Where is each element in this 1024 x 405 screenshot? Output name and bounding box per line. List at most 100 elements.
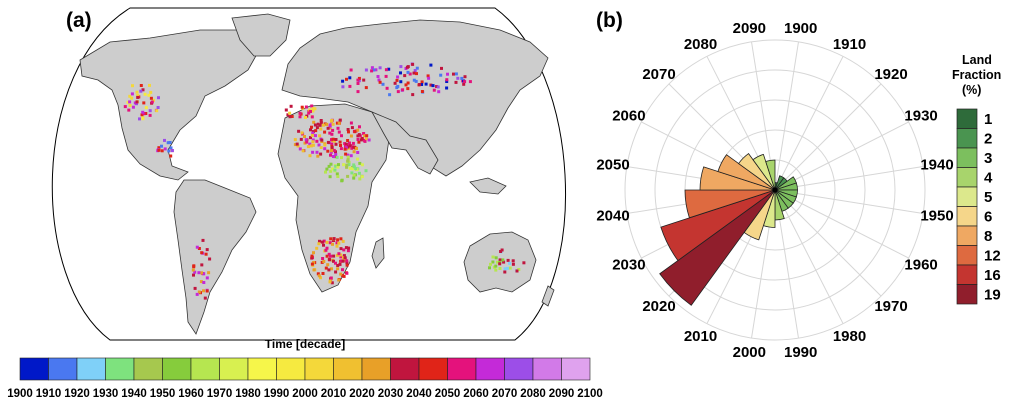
emergence-marker (157, 148, 161, 152)
emergence-marker (347, 130, 350, 134)
emergence-marker (437, 90, 441, 94)
emergence-marker (337, 252, 341, 256)
emergence-marker (349, 121, 353, 125)
emergence-marker (339, 237, 343, 241)
emergence-marker (311, 130, 315, 134)
polar-bar-2070 (738, 153, 776, 191)
emergence-marker (317, 274, 321, 278)
emergence-marker (346, 249, 350, 253)
emergence-marker (310, 262, 314, 266)
emergence-marker (331, 122, 335, 126)
emergence-marker (346, 128, 350, 131)
emergence-marker (384, 68, 388, 72)
emergence-marker (411, 93, 415, 97)
emergence-marker (352, 173, 356, 177)
emergence-marker (346, 174, 350, 178)
emergence-marker (339, 247, 343, 251)
emergence-marker (412, 71, 416, 75)
emergence-marker (207, 271, 211, 275)
emergence-marker (362, 78, 366, 82)
emergence-marker (339, 272, 343, 276)
emergence-marker (321, 272, 325, 275)
emergence-marker (352, 150, 356, 154)
emergence-marker (332, 259, 335, 263)
emergence-marker (348, 166, 352, 170)
emergence-marker (310, 256, 314, 260)
emergence-marker (337, 130, 341, 134)
emergence-marker (334, 142, 338, 146)
emergence-marker (311, 109, 315, 113)
emergence-marker (330, 142, 334, 146)
emergence-marker (495, 260, 499, 264)
southeast-asia-islands (469, 177, 507, 195)
panel-a-label: (a) (66, 9, 92, 32)
legend-swatch (956, 147, 978, 168)
emergence-marker (395, 78, 399, 82)
emergence-marker (319, 146, 323, 149)
colorbar-tick-label: 2000 (292, 388, 318, 400)
emergence-marker (356, 90, 360, 94)
emergence-marker (332, 148, 336, 152)
polar-bar-2040 (684, 189, 776, 219)
polar-grid-spoke (774, 166, 924, 191)
emergence-marker (325, 254, 329, 258)
colorbar-tick-label: 1900 (7, 388, 33, 400)
emergence-marker (157, 96, 160, 100)
emergence-marker (418, 83, 422, 86)
colorbar-segment (48, 357, 78, 381)
emergence-marker (342, 248, 346, 252)
emergence-marker (303, 135, 306, 138)
emergence-marker (199, 280, 203, 284)
emergence-marker (335, 253, 339, 257)
emergence-marker (503, 267, 507, 271)
emergence-marker (336, 238, 340, 242)
emergence-marker (131, 84, 134, 88)
emergence-marker (321, 123, 325, 127)
emergence-marker (139, 84, 143, 87)
emergence-marker (201, 238, 205, 242)
emergence-marker (205, 276, 209, 280)
emergence-marker (310, 104, 314, 108)
colorbar-segment (475, 357, 505, 381)
emergence-marker (494, 256, 498, 260)
emergence-marker (339, 255, 343, 259)
emergence-marker (324, 170, 327, 174)
legend-value: 5 (984, 189, 992, 206)
emergence-marker (388, 93, 392, 97)
emergence-marker (364, 169, 368, 173)
emergence-marker (140, 113, 144, 117)
emergence-marker (305, 140, 309, 144)
emergence-marker (155, 109, 159, 113)
emergence-marker (315, 126, 319, 130)
emergence-marker (372, 68, 376, 72)
emergence-marker (326, 126, 330, 130)
emergence-marker (135, 90, 139, 94)
emergence-marker (336, 126, 340, 130)
emergence-marker (144, 112, 148, 115)
legend-value: 19 (984, 286, 1001, 303)
emergence-marker (205, 289, 209, 293)
emergence-marker (325, 240, 329, 244)
emergence-marker (420, 90, 424, 93)
emergence-marker (499, 250, 503, 253)
emergence-marker (445, 78, 449, 82)
emergence-marker (506, 258, 510, 262)
emergence-marker (200, 251, 204, 255)
emergence-marker (376, 75, 380, 78)
colorbar-tick-label: 2070 (492, 388, 518, 400)
emergence-marker (142, 101, 146, 105)
emergence-marker (393, 81, 397, 85)
polar-direction-label: 1940 (920, 156, 953, 173)
emergence-marker (396, 90, 400, 94)
emergence-marker (446, 72, 449, 76)
emergence-marker (148, 83, 151, 87)
emergence-marker (325, 122, 329, 126)
polar-direction-label: 1960 (904, 257, 937, 274)
emergence-marker (429, 63, 433, 67)
polar-direction-label: 2000 (733, 344, 766, 361)
emergence-marker (346, 153, 350, 157)
emergence-marker (327, 164, 331, 168)
polar-grid-spoke (774, 41, 799, 191)
emergence-marker (323, 130, 327, 134)
emergence-marker (335, 244, 339, 248)
